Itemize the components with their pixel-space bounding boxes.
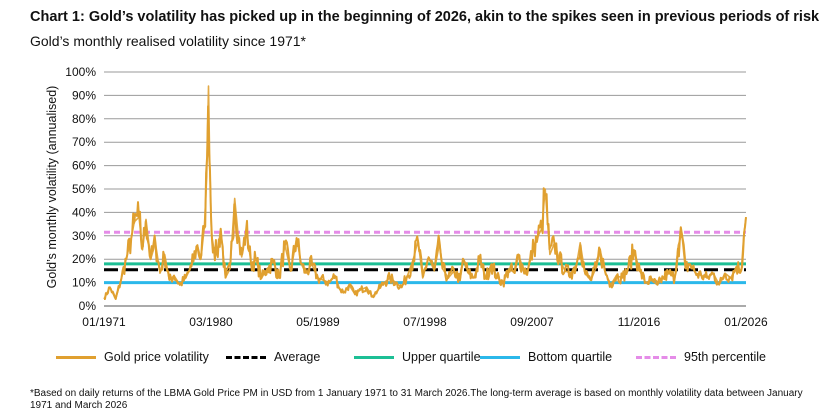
legend-label: Upper quartile bbox=[402, 350, 481, 364]
chart-title: Chart 1: Gold’s volatility has picked up… bbox=[30, 9, 820, 25]
volatility-series bbox=[103, 85, 747, 300]
chart-plot: 0% 10% 20% 30% 40% 50% 60% 70% 80% 90% 100% 01/197… bbox=[65, 65, 768, 329]
y-tick-label: 30% bbox=[72, 229, 96, 243]
legend-item-bottom-quartile: Bottom quartile bbox=[480, 350, 612, 364]
legend-swatch-95th-percentile bbox=[636, 355, 676, 359]
footnote: *Based on daily returns of the LBMA Gold… bbox=[30, 388, 803, 411]
y-tick-label: 70% bbox=[72, 135, 96, 149]
legend-label: 95th percentile bbox=[684, 350, 767, 364]
y-tick-label: 10% bbox=[72, 276, 96, 290]
gold-volatility-peaks bbox=[103, 85, 747, 300]
x-tick-label: 07/1998 bbox=[403, 315, 447, 329]
x-tick-label: 01/1971 bbox=[82, 315, 126, 329]
y-tick-label: 80% bbox=[72, 112, 96, 126]
legend-label: Bottom quartile bbox=[528, 350, 613, 364]
x-tick-label: 09/2007 bbox=[510, 315, 554, 329]
legend-label: Gold price volatility bbox=[104, 350, 209, 364]
legend-item-average: Average bbox=[226, 350, 320, 364]
y-tick-labels: 0% 10% 20% 30% 40% 50% 60% 70% 80% 90% 100% bbox=[65, 65, 96, 313]
y-tick-label: 20% bbox=[72, 252, 96, 266]
x-tick-label: 03/1980 bbox=[189, 315, 233, 329]
x-tick-label: 01/2026 bbox=[724, 315, 768, 329]
legend-swatch-gold bbox=[56, 355, 96, 359]
y-tick-label: 50% bbox=[72, 182, 96, 196]
y-tick-label: 100% bbox=[65, 65, 96, 79]
y-tick-label: 0% bbox=[79, 299, 97, 313]
chart-subtitle: Gold’s monthly realised volatility since… bbox=[30, 33, 306, 49]
x-tick-label: 11/2016 bbox=[618, 315, 661, 329]
legend-item-95th-percentile: 95th percentile bbox=[636, 350, 766, 364]
legend-label: Average bbox=[274, 350, 321, 364]
legend-item-upper-quartile: Upper quartile bbox=[354, 350, 481, 364]
legend-swatch-upper-quartile bbox=[354, 355, 394, 359]
legend: Gold price volatility Average Upper quar… bbox=[56, 350, 816, 370]
x-tick-label: 05/1989 bbox=[296, 315, 340, 329]
y-tick-label: 40% bbox=[72, 205, 96, 219]
y-tick-label: 60% bbox=[72, 159, 96, 173]
legend-swatch-bottom-quartile bbox=[480, 355, 520, 359]
x-tick-labels: 01/1971 03/1980 05/1989 07/1998 09/2007 11/20… bbox=[82, 315, 768, 329]
legend-item-gold-price-volatility: Gold price volatility bbox=[56, 350, 209, 364]
legend-swatch-average bbox=[226, 355, 266, 359]
y-tick-label: 90% bbox=[72, 88, 96, 102]
